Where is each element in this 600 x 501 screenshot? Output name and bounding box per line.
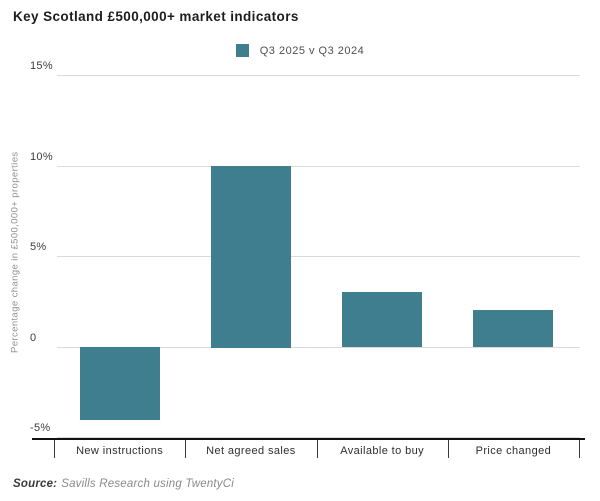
x-tick bbox=[54, 440, 55, 458]
gridline bbox=[57, 346, 580, 348]
legend-label: Q3 2025 v Q3 2024 bbox=[259, 44, 365, 57]
source-label: Source: bbox=[13, 478, 58, 490]
bar bbox=[79, 346, 160, 420]
y-tick-label: -5% bbox=[30, 422, 51, 434]
x-category-label: Price changed bbox=[475, 444, 552, 457]
bar bbox=[342, 292, 423, 348]
gridline bbox=[57, 165, 580, 167]
y-tick-label: 0 bbox=[30, 331, 37, 344]
source-text: Savills Research using TwentyCi bbox=[61, 478, 235, 490]
bar bbox=[210, 165, 291, 348]
y-tick-label: 5% bbox=[30, 241, 47, 253]
x-category-label: Net agreed sales bbox=[206, 444, 296, 457]
legend: Q3 2025 v Q3 2024 bbox=[0, 44, 600, 57]
legend-swatch bbox=[235, 44, 249, 57]
x-category-label: Available to buy bbox=[340, 444, 425, 457]
x-tick bbox=[316, 440, 318, 458]
chart-title: Key Scotland £500,000+ market indicators bbox=[13, 9, 299, 24]
y-axis-title: Percentage change in £500,000+ propertie… bbox=[9, 151, 21, 354]
source-note: Source: Savills Research using TwentyCi bbox=[13, 478, 234, 490]
y-tick-label: 15% bbox=[30, 60, 53, 72]
bar bbox=[473, 310, 554, 348]
y-tick-label: 10% bbox=[30, 150, 53, 163]
x-axis-line bbox=[32, 437, 585, 440]
x-tick bbox=[579, 440, 580, 458]
x-tick bbox=[185, 440, 187, 458]
x-category-label: New instructions bbox=[76, 444, 164, 457]
x-tick bbox=[447, 440, 449, 458]
gridline bbox=[57, 75, 580, 76]
gridline bbox=[57, 256, 580, 257]
